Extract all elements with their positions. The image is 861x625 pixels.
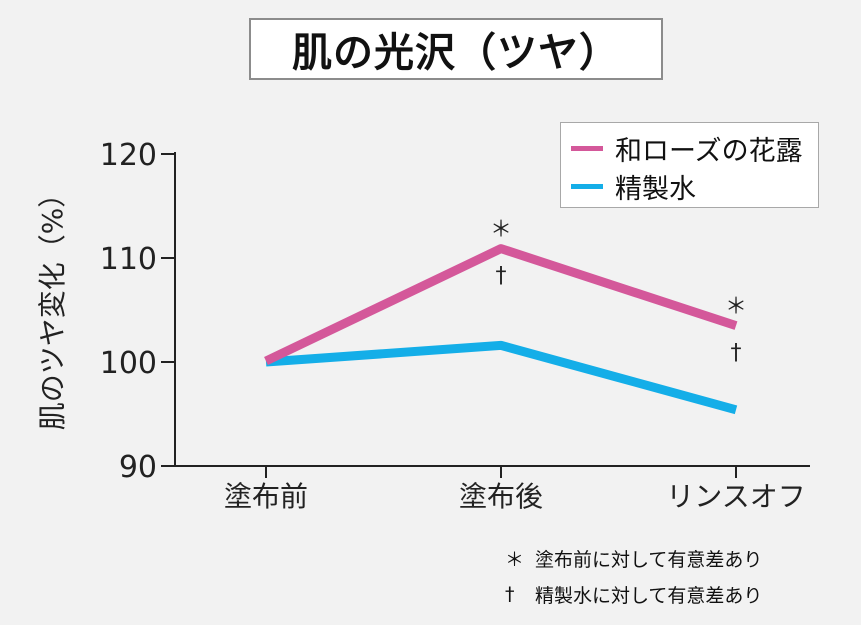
- x-tick-label-1: 塗布後: [459, 480, 543, 513]
- chart-title: 肌の光沢（ツヤ）: [249, 18, 663, 80]
- annotation-dagger-1: †: [731, 341, 742, 366]
- annotation-dagger-0: †: [496, 264, 507, 289]
- x-tick-label-2: リンスオフ: [666, 480, 805, 513]
- legend-item-water: 精製水: [571, 167, 818, 205]
- legend-swatch-rose: [571, 145, 603, 151]
- footnote-star-text: 塗布前に対して有意差あり: [535, 548, 763, 571]
- y-tick-label-90: 90: [119, 450, 157, 485]
- legend-label-water: 精製水: [615, 173, 696, 205]
- legend-label-rose: 和ローズの花露: [615, 135, 803, 167]
- x-tick-label-0: 塗布前: [224, 480, 308, 513]
- y-axis-label: 肌のツヤ変化（%）: [36, 180, 69, 431]
- annotation-star-1: ＊: [725, 295, 747, 320]
- legend-item-rose: 和ローズの花露: [571, 129, 818, 167]
- footnote-dagger: † 精製水に対して有意差あり: [505, 576, 762, 612]
- y-tick-label-110: 110: [100, 242, 157, 277]
- footnote-dagger-symbol: †: [505, 583, 515, 605]
- y-tick-label-120: 120: [100, 138, 157, 173]
- y-tick-label-100: 100: [100, 346, 157, 381]
- footnote-star-symbol: ＊: [505, 548, 525, 571]
- footnote-dagger-text: 精製水に対して有意差あり: [535, 584, 763, 607]
- annotation-star-0: ＊: [490, 218, 512, 243]
- chart-legend: 和ローズの花露 精製水: [560, 122, 819, 208]
- series-line-1: [265, 340, 738, 415]
- legend-swatch-water: [571, 183, 603, 189]
- footnote-star: ＊ 塗布前に対して有意差あり: [505, 540, 762, 576]
- footnotes: ＊ 塗布前に対して有意差あり † 精製水に対して有意差あり: [505, 540, 762, 612]
